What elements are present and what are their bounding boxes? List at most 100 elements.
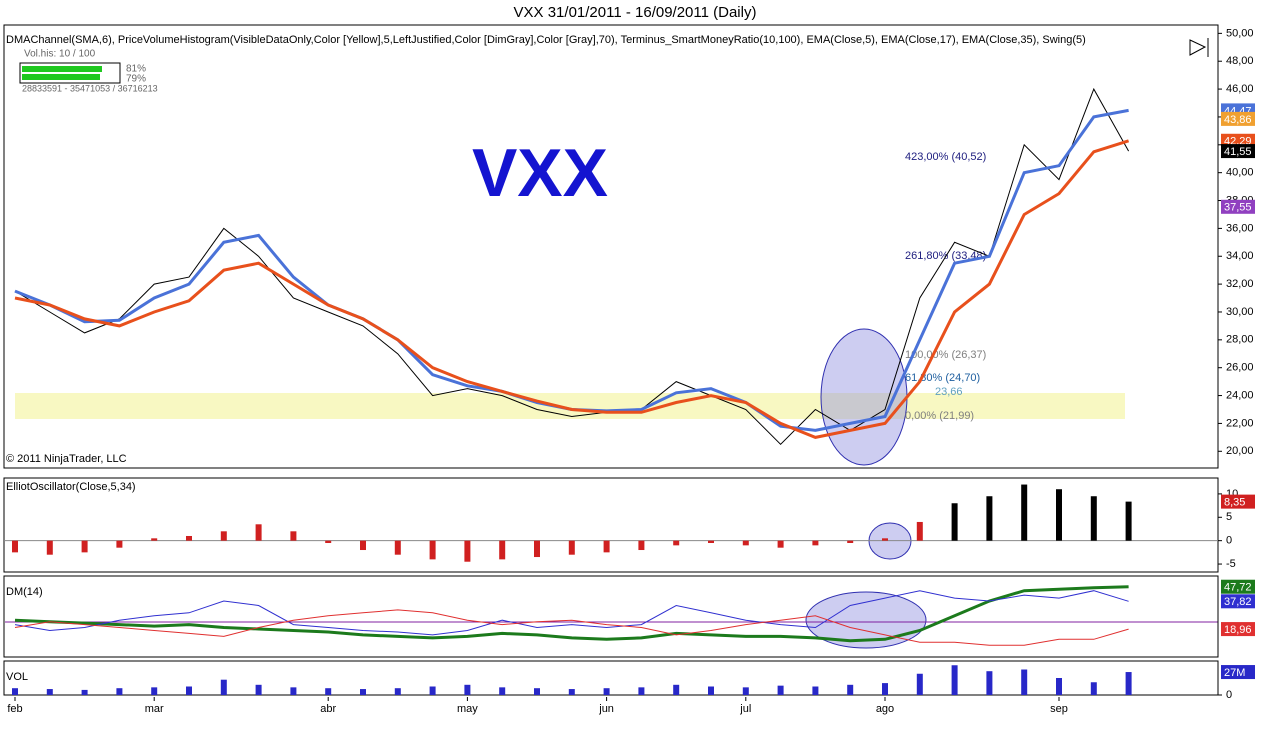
bar [116,540,123,548]
x-tick-label: sep [1050,703,1068,715]
bar [429,686,436,695]
vol-his-pct: 81% [126,64,146,75]
x-tick-label: jun [598,703,614,715]
bar [673,540,680,546]
panel-title: ElliotOscillator(Close,5,34) [6,481,136,493]
y-tick-label: 50,00 [1226,27,1254,39]
price-tag [1221,579,1255,594]
bar [12,540,18,553]
bar [568,540,575,555]
price-tag-label: 41,55 [1224,146,1252,158]
bar [220,531,227,541]
play-icon[interactable] [1189,38,1209,57]
bar [1125,501,1132,541]
fib-label: 23,66 [935,386,963,398]
bar [882,538,888,541]
panel-title: VOL [6,671,28,683]
bar [534,540,540,558]
bar [708,686,714,695]
y-tick-label: -5 [1226,558,1236,570]
bar [81,540,88,553]
fib-label: 423,00% (40,52) [905,151,986,163]
bar [777,540,784,548]
price-tag-label: 37,55 [1224,202,1252,214]
y-tick-label: 48,00 [1226,55,1254,67]
bar [708,540,714,544]
bar [673,684,680,695]
bar [290,531,297,541]
copyright: © 2011 NinjaTrader, LLC [6,453,127,465]
bar [951,665,958,695]
panel-frame [3,660,1219,696]
bar [499,540,506,560]
price-tag-label: 43,86 [1224,114,1252,126]
y-tick-label: 36,00 [1226,222,1254,234]
bar [186,535,192,541]
price-tag [1221,665,1255,680]
bar [882,683,888,695]
bar [220,679,227,695]
bar [638,540,645,551]
price-tag-label: 27M [1224,667,1245,679]
y-tick-label: 32,00 [1226,278,1254,290]
price-tag [1221,144,1255,159]
bar [916,673,923,695]
bar [325,688,332,695]
price-tag [1221,594,1255,609]
bar [325,540,332,544]
panel-frame [3,477,1219,573]
y-tick-label: 26,00 [1226,362,1254,374]
price-tag-label: 8,35 [1224,497,1245,509]
fib-label: 0,00% (21,99) [905,410,974,422]
price-tag-label: 18,96 [1224,624,1252,636]
y-tick-label: 5 [1226,511,1232,523]
y-tick-label: 46,00 [1226,83,1254,95]
bar [603,540,610,553]
fib-label: 61,80% (24,70) [905,372,980,384]
x-tick-label: jul [739,703,751,715]
bar [46,540,53,555]
panel-frame [3,575,1219,658]
bar [986,496,993,541]
bar [116,688,123,695]
series-line [14,609,1129,646]
bar [1021,669,1028,695]
volume-profile-band [15,393,1125,419]
bar [186,686,192,695]
indicator-list: DMAChannel(SMA,6), PriceVolumeHistogram(… [6,34,1086,46]
bar [394,540,401,555]
bar [360,689,366,695]
bar [777,685,784,695]
bar [812,686,819,695]
y-tick-label: 0 [1226,689,1232,701]
vol-his-title: Vol.his: 10 / 100 [24,49,96,60]
price-tag [1221,199,1255,214]
bar [499,687,506,695]
bar [568,689,575,695]
x-tick-label: mar [145,703,164,715]
bar [46,689,53,695]
series-line [14,590,1129,636]
price-tag-label: 37,82 [1224,596,1252,608]
x-tick-label: may [457,703,478,715]
bar [951,503,958,541]
y-tick-label: 24,00 [1226,389,1254,401]
y-tick-label: 0 [1226,535,1232,547]
series-line [14,585,1129,643]
x-tick-label: ago [876,703,894,715]
bar [394,688,401,695]
bar [429,540,436,560]
bar [1056,489,1062,541]
y-tick-label: 30,00 [1226,306,1254,318]
chart-title: VXX 31/01/2011 - 16/09/2011 (Daily) [514,4,757,21]
bar [1090,682,1097,695]
vol-his-bar [22,66,102,72]
highlight-ellipse [805,591,927,649]
series-line [14,139,1130,439]
bar [12,688,18,695]
bar [812,540,819,546]
y-tick-label: 22,00 [1226,417,1254,429]
